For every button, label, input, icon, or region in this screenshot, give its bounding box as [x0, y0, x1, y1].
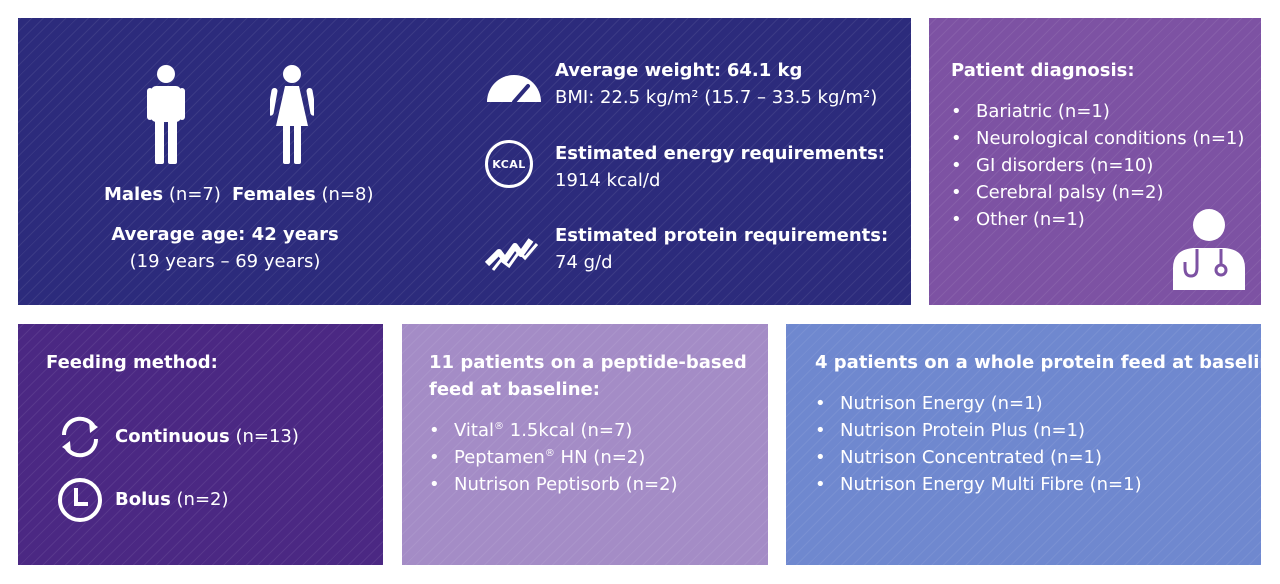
feeding-title: Feeding method: [46, 352, 218, 373]
protein-value: 74 g/d [555, 252, 613, 273]
list-item: Nutrison Concentrated (n=1) [815, 444, 1142, 471]
diagnosis-title: Patient diagnosis: [951, 60, 1135, 81]
list-item: Peptamen® HN (n=2) [429, 444, 678, 471]
list-item: Nutrison Energy (n=1) [815, 390, 1142, 417]
females-text: Females (n=8) [232, 184, 374, 206]
female-icon [270, 65, 314, 164]
protein-label: Estimated protein requirements: [555, 225, 889, 246]
bmi-text: BMI: 22.5 kg/m² (15.7 – 33.5 kg/m²) [555, 87, 877, 109]
energy-label: Estimated energy requirements: [555, 143, 885, 164]
males-label: Males [104, 184, 164, 205]
bolus-count: (n=2) [176, 489, 229, 510]
peptide-title-line1: 11 patients on a peptide-based [429, 352, 747, 373]
protein-helix-icon [485, 238, 539, 271]
males-text: Males (n=7) [104, 184, 221, 206]
whole-title: 4 patients on a whole protein feed at ba… [815, 352, 1261, 373]
bmi-value: 22.5 kg/m² [600, 87, 699, 108]
bolus-text: Bolus (n=2) [115, 489, 229, 511]
energy-value: 1914 kcal/d [555, 170, 661, 191]
gauge-icon [487, 75, 541, 104]
diagnosis-panel: Patient diagnosis: Bariatric (n=1) Neuro… [929, 18, 1261, 305]
average-age: Average age: 42 years [18, 224, 432, 246]
whole-list: Nutrison Energy (n=1) Nutrison Protein P… [815, 390, 1142, 498]
weight-text: Average weight: 64.1 kg [555, 60, 802, 82]
peptide-title-line2: feed at baseline: [429, 379, 600, 400]
weight-label: Average weight: [555, 60, 722, 81]
age-range: (19 years – 69 years) [129, 251, 321, 272]
list-item: Nutrison Energy Multi Fibre (n=1) [815, 471, 1142, 498]
kcal-icon: KCAL [485, 140, 533, 188]
clock-icon [58, 478, 102, 522]
bolus-label: Bolus [115, 489, 171, 510]
diagnosis-list: Bariatric (n=1) Neurological conditions … [951, 98, 1244, 233]
continuous-text: Continuous (n=13) [115, 426, 299, 448]
age-value: 42 years [251, 224, 339, 245]
continuous-cycle-icon [61, 416, 99, 458]
peptide-list: Vital® 1.5kcal (n=7) Peptamen® HN (n=2) … [429, 417, 678, 498]
list-item: Bariatric (n=1) [951, 98, 1244, 125]
bmi-label: BMI: [555, 87, 595, 108]
list-item: Nutrison Peptisorb (n=2) [429, 471, 678, 498]
females-count: (n=8) [321, 184, 374, 205]
list-item: Neurological conditions (n=1) [951, 125, 1244, 152]
list-item: Other (n=1) [951, 206, 1244, 233]
doctor-icon [1173, 209, 1245, 290]
list-item: Vital® 1.5kcal (n=7) [429, 417, 678, 444]
peptide-feed-panel: 11 patients on a peptide-based feed at b… [402, 324, 768, 565]
whole-protein-feed-panel: 4 patients on a whole protein feed at ba… [786, 324, 1261, 565]
list-item: Cerebral palsy (n=2) [951, 179, 1244, 206]
continuous-label: Continuous [115, 426, 230, 447]
list-item: GI disorders (n=10) [951, 152, 1244, 179]
kcal-icon-text: KCAL [492, 157, 526, 171]
age-label: Average age: [111, 224, 246, 245]
females-label: Females [232, 184, 316, 205]
males-count: (n=7) [168, 184, 221, 205]
continuous-count: (n=13) [235, 426, 299, 447]
weight-value: 64.1 kg [726, 60, 803, 81]
male-icon [147, 65, 185, 164]
list-item: Nutrison Protein Plus (n=1) [815, 417, 1142, 444]
feeding-panel: Feeding method: Continuous (n=13) Bolus … [18, 324, 383, 565]
demographics-panel: Males (n=7) Females (n=8) Average age: 4… [18, 18, 911, 305]
bmi-range: (15.7 – 33.5 kg/m²) [704, 87, 878, 108]
